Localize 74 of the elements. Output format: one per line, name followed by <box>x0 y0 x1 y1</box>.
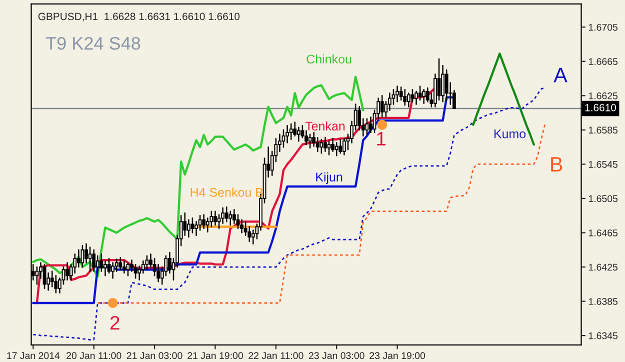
series-label: Kijun <box>316 172 342 184</box>
candlestick <box>289 123 293 140</box>
candlestick <box>145 255 149 270</box>
y-tick-label: 1.6345 <box>588 332 618 340</box>
x-tick-label: 22 Jan 11:00 <box>248 352 304 360</box>
annotation: 1 <box>377 132 386 146</box>
y-tick-label: 1.6505 <box>588 195 618 202</box>
candlestick <box>104 260 107 276</box>
candlestick <box>320 138 324 154</box>
candlestick <box>365 118 369 135</box>
candlestick <box>342 138 346 156</box>
series-label: Tenkan <box>305 121 345 131</box>
candlestick <box>282 129 286 148</box>
candlestick <box>396 86 399 102</box>
x-tick-label: 21 Jan 03:00 <box>126 352 182 360</box>
candlestick <box>183 212 187 236</box>
series-label: A <box>554 68 568 82</box>
annotation: Kumo <box>494 130 526 138</box>
line-series <box>472 52 535 146</box>
text: H4 Senkou B <box>190 188 263 197</box>
candlestick <box>286 125 289 144</box>
x-tick-label: 17 Jan 2014 <box>7 352 60 360</box>
candlestick <box>111 262 114 279</box>
candlestick <box>324 137 327 152</box>
candlestick <box>338 138 342 154</box>
candlestick <box>327 140 331 156</box>
candlestick <box>66 262 69 280</box>
candlestick <box>88 246 92 272</box>
candlestick <box>92 249 96 272</box>
candlestick <box>186 219 190 238</box>
candlestick <box>228 210 232 226</box>
candlestick <box>296 126 300 142</box>
candlestick <box>422 89 426 104</box>
y-tick-label: 1.6545 <box>588 160 618 168</box>
candlestick <box>35 266 39 285</box>
text: GBPUSD,H1 1.6628 1.6631 1.6610 1.6610 <box>38 12 240 22</box>
candlestick <box>126 262 130 276</box>
candlestick <box>224 206 228 222</box>
candlestick <box>134 264 138 279</box>
ref-line-label: 1.6610 <box>585 104 616 112</box>
candlestick <box>331 138 334 152</box>
y-tick-label: 1.6585 <box>588 126 618 134</box>
y-tick-label: 1.6705 <box>588 24 618 31</box>
candlestick <box>122 260 126 274</box>
candlestick <box>202 214 206 230</box>
candlestick <box>54 274 58 294</box>
candlestick <box>334 142 338 156</box>
candlestick <box>96 255 100 274</box>
y-tick-label: 1.6625 <box>588 92 618 100</box>
annotation: T9 K24 S48 <box>46 36 140 50</box>
candlestick <box>214 210 217 226</box>
candlestick <box>190 218 194 234</box>
x-tick-label: 20 Jan 11:00 <box>66 352 122 360</box>
candlestick <box>308 134 312 149</box>
line-series <box>32 87 546 341</box>
x-tick-label: 23 Jan 03:00 <box>308 352 364 360</box>
x-tick-label: 21 Jan 19:00 <box>188 352 243 360</box>
candlestick <box>380 95 384 118</box>
y-tick-label: 1.6665 <box>588 58 618 66</box>
series-label: B <box>551 157 562 172</box>
candlestick <box>76 249 80 268</box>
x-tick-label: 23 Jan 19:00 <box>370 352 426 360</box>
series-label: Chinkou <box>306 54 352 64</box>
y-tick-label: 1.6385 <box>588 298 618 305</box>
candlestick <box>369 116 372 134</box>
candlestick <box>444 69 448 101</box>
candlestick <box>100 254 104 272</box>
candlestick <box>118 256 122 270</box>
y-tick-label: 1.6425 <box>588 264 618 271</box>
candlestick <box>403 89 407 106</box>
annotation: 2 <box>110 316 120 330</box>
y-tick-label: 1.6465 <box>588 229 618 236</box>
candlestick <box>406 92 410 108</box>
candlestick <box>418 86 422 101</box>
